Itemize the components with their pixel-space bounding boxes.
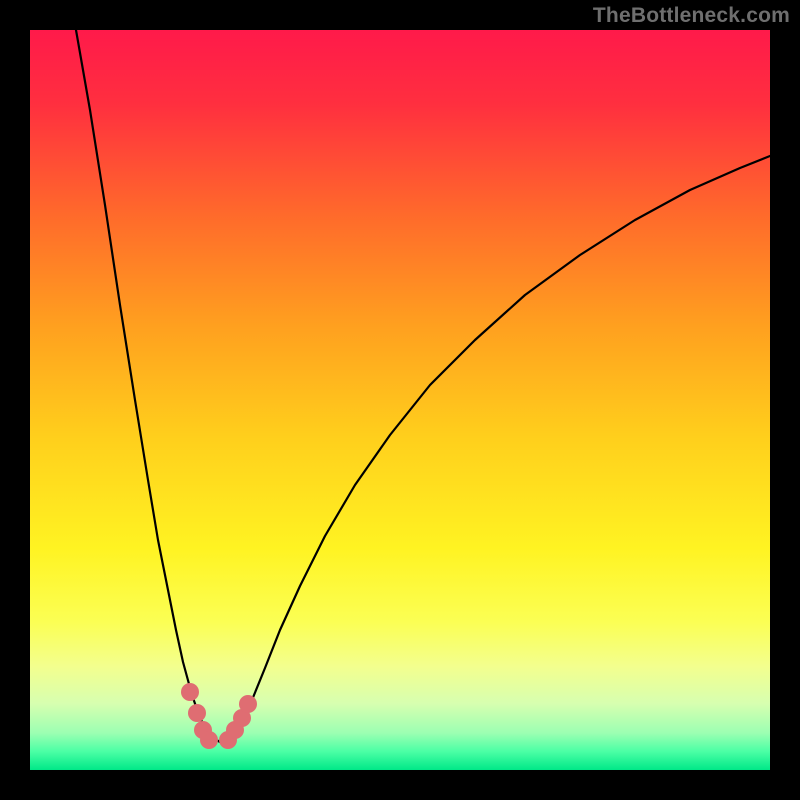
curve-marker — [188, 704, 206, 722]
watermark-text: TheBottleneck.com — [593, 4, 790, 28]
bottleneck-curve — [76, 30, 770, 742]
curve-marker — [239, 695, 257, 713]
chart-plot-area — [30, 30, 770, 770]
curve-marker — [181, 683, 199, 701]
curve-marker — [200, 731, 218, 749]
curve-markers — [181, 683, 257, 749]
chart-svg-layer — [30, 30, 770, 770]
